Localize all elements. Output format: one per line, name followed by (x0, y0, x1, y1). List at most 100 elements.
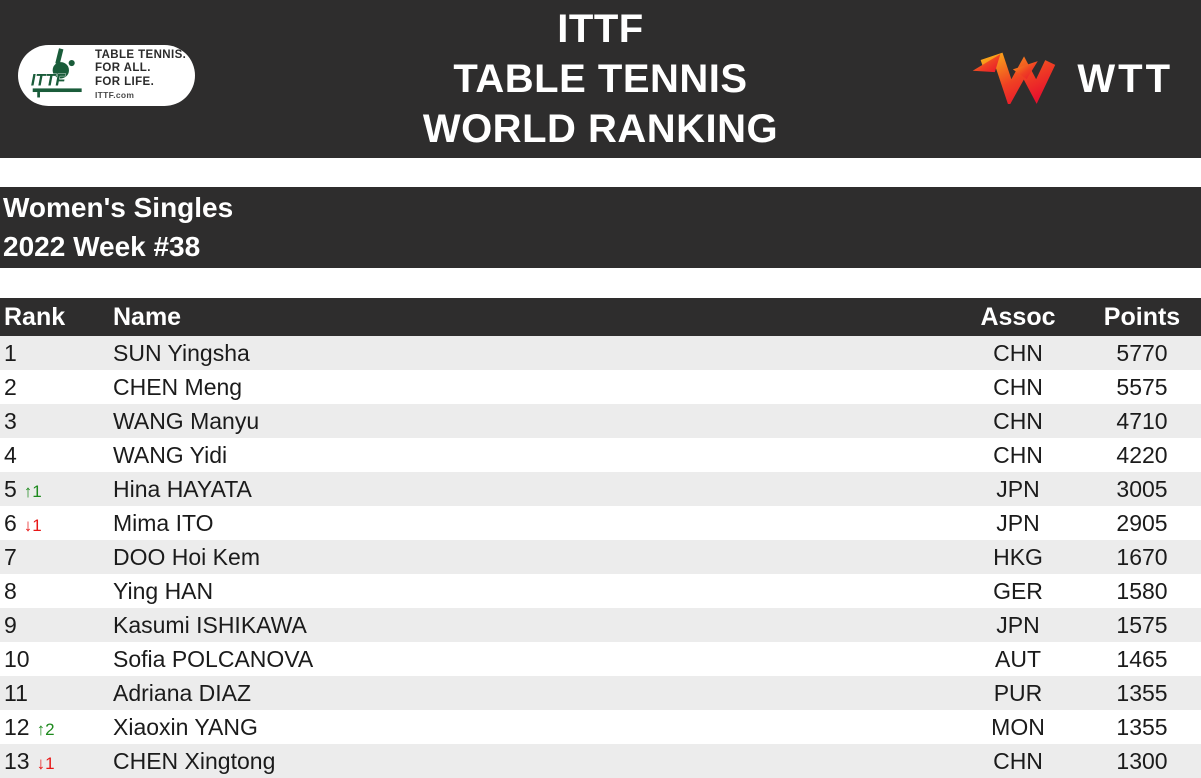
ranking-subheader: Women's Singles 2022 Week #38 (0, 187, 1201, 268)
points-value: 3005 (1116, 475, 1168, 502)
player-name: CHEN Meng (113, 373, 243, 400)
player-name: WANG Yidi (113, 441, 228, 468)
rank-value: 13 (4, 747, 30, 774)
points-value: 1575 (1116, 611, 1168, 638)
ittf-paddle-icon: ITTF (30, 46, 88, 105)
rank-cell: 1 (0, 336, 113, 370)
assoc-value: CHN (993, 441, 1043, 468)
assoc-value: JPN (996, 475, 1040, 502)
rank-cell: 9 (0, 608, 113, 642)
rank-change-badge: ↑1 (23, 481, 42, 501)
rank-value: 9 (4, 611, 17, 638)
assoc-value: CHN (993, 339, 1043, 366)
points-value: 4710 (1116, 407, 1168, 434)
ittf-logo-line: TABLE TENNIS. (95, 48, 187, 61)
ranking-table: Rank Name Assoc Points 1 SUN Yingsha CHN… (0, 298, 1201, 778)
points-value: 2905 (1116, 509, 1168, 536)
points-value: 1355 (1116, 679, 1168, 706)
rank-value: 7 (4, 543, 17, 570)
ranking-table-header-row: Rank Name Assoc Points (0, 298, 1201, 336)
wtt-w-icon (971, 50, 1063, 109)
rank-change-badge: ↓1 (23, 515, 42, 535)
svg-text:ITTF: ITTF (31, 72, 66, 90)
rank-value: 8 (4, 577, 17, 604)
table-row: 8 Ying HAN GER 1580 (0, 574, 1201, 608)
assoc-value: AUT (995, 645, 1041, 672)
player-name: SUN Yingsha (113, 339, 250, 366)
assoc-value: JPN (996, 509, 1040, 536)
table-row: 5 ↑1 Hina HAYATA JPN 3005 (0, 472, 1201, 506)
player-name: Hina HAYATA (113, 475, 252, 502)
rank-cell: 2 (0, 370, 113, 404)
rank-cell: 5 ↑1 (0, 472, 113, 506)
points-value: 1300 (1116, 747, 1168, 774)
wtt-logo-text: WTT (1077, 57, 1173, 101)
rank-change-badge: ↑2 (36, 719, 55, 739)
rank-cell: 7 (0, 540, 113, 574)
points-value: 5575 (1116, 373, 1168, 400)
player-name: CHEN Xingtong (113, 747, 276, 774)
player-name: Sofia POLCANOVA (113, 645, 314, 672)
column-header-rank: Rank (0, 298, 113, 336)
page-title-line-2: TABLE TENNIS (453, 57, 748, 101)
rank-value: 4 (4, 441, 17, 468)
table-row: 7 DOO Hoi Kem HKG 1670 (0, 540, 1201, 574)
event-category-label: Women's Singles (3, 192, 234, 223)
rank-cell: 8 (0, 574, 113, 608)
ittf-logo-line: FOR ALL. (95, 62, 151, 74)
table-row: 10 Sofia POLCANOVA AUT 1465 (0, 642, 1201, 676)
assoc-value: CHN (993, 407, 1043, 434)
rank-cell: 6 ↓1 (0, 506, 113, 540)
rank-cell: 13 ↓1 (0, 744, 113, 778)
rank-value: 11 (4, 679, 28, 706)
points-value: 1580 (1116, 577, 1168, 604)
page-title-line-1: ITTF (557, 7, 644, 51)
player-name: Mima ITO (113, 509, 214, 536)
table-row: 12 ↑2 Xiaoxin YANG MON 1355 (0, 710, 1201, 744)
wtt-logo[interactable]: WTT (971, 50, 1173, 109)
rank-value: 5 (4, 475, 17, 502)
ittf-logo-line: FOR LIFE. (95, 75, 155, 88)
assoc-value: HKG (993, 543, 1043, 570)
ittf-site-label: ITTF.com (95, 90, 135, 100)
points-value: 1355 (1116, 713, 1168, 740)
table-row: 1 SUN Yingsha CHN 5770 (0, 336, 1201, 370)
table-row: 2 CHEN Meng CHN 5575 (0, 370, 1201, 404)
ittf-logo-text: TABLE TENNIS. FOR ALL. FOR LIFE. ITTF.co… (95, 49, 186, 103)
ittf-logo[interactable]: ITTF TABLE TENNIS. FOR ALL. FOR LIFE. IT… (18, 45, 195, 106)
column-header-assoc: Assoc (953, 298, 1083, 336)
player-name: Adriana DIAZ (113, 679, 252, 706)
assoc-value: CHN (993, 373, 1043, 400)
column-header-points: Points (1083, 298, 1201, 336)
rank-cell: 3 (0, 404, 113, 438)
column-header-name: Name (113, 298, 953, 336)
table-row: 9 Kasumi ISHIKAWA JPN 1575 (0, 608, 1201, 642)
rank-cell: 10 (0, 642, 113, 676)
rank-value: 6 (4, 509, 17, 536)
table-row: 3 WANG Manyu CHN 4710 (0, 404, 1201, 438)
points-value: 1670 (1116, 543, 1168, 570)
assoc-value: PUR (993, 679, 1043, 706)
table-row: 6 ↓1 Mima ITO JPN 2905 (0, 506, 1201, 540)
points-value: 5770 (1116, 339, 1168, 366)
points-value: 4220 (1116, 441, 1168, 468)
rank-value: 3 (4, 407, 17, 434)
page-title-line-3: WORLD RANKING (422, 107, 779, 151)
assoc-value: MON (991, 713, 1045, 740)
points-value: 1465 (1116, 645, 1168, 672)
table-row: 13 ↓1 CHEN Xingtong CHN 1300 (0, 744, 1201, 778)
assoc-value: CHN (993, 747, 1043, 774)
player-name: Xiaoxin YANG (113, 713, 258, 740)
rank-cell: 12 ↑2 (0, 710, 113, 744)
page-title: ITTF TABLE TENNIS WORLD RANKING (0, 0, 1201, 154)
rank-value: 1 (4, 339, 17, 366)
rank-cell: 11 (0, 676, 113, 710)
ranking-table-body: 1 SUN Yingsha CHN 5770 2 CHEN Meng CHN 5… (0, 336, 1201, 778)
rank-value: 12 (4, 713, 30, 740)
rank-value: 10 (4, 645, 30, 672)
rank-cell: 4 (0, 438, 113, 472)
assoc-value: JPN (996, 611, 1040, 638)
player-name: Ying HAN (113, 577, 214, 604)
player-name: Kasumi ISHIKAWA (113, 611, 307, 638)
table-row: 4 WANG Yidi CHN 4220 (0, 438, 1201, 472)
